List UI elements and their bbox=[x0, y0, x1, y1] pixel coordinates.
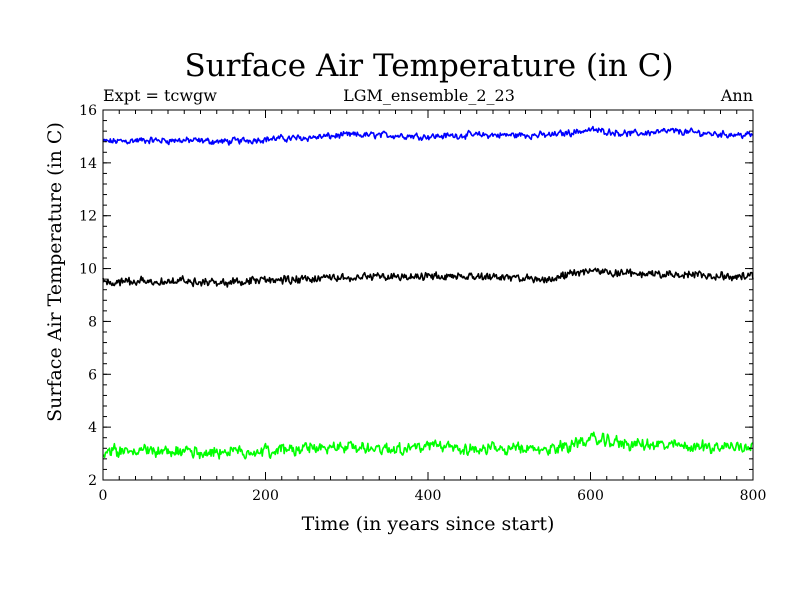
series-line-blue bbox=[102, 125, 754, 146]
y-tick-label: 6 bbox=[88, 367, 97, 383]
plot-frame bbox=[102, 109, 754, 481]
series-line-green bbox=[102, 431, 754, 460]
y-tick-label: 8 bbox=[88, 314, 97, 330]
subtitle-expt: Expt = tcwgw bbox=[103, 86, 217, 105]
ticks-layer: 0 200 400 600 800 2 4 6 8 10 12 14 16 bbox=[79, 103, 766, 504]
y-tick-label: 4 bbox=[88, 420, 97, 436]
chart-title: Surface Air Temperature (in C) bbox=[184, 48, 673, 84]
x-tick-label: 400 bbox=[415, 488, 442, 504]
x-tick-label: 200 bbox=[252, 488, 279, 504]
x-tick-label: 600 bbox=[577, 488, 604, 504]
y-tick-label: 16 bbox=[79, 103, 97, 119]
x-tick-label: 800 bbox=[740, 488, 767, 504]
y-tick-label: 14 bbox=[79, 156, 97, 172]
subtitle-ensemble: LGM_ensemble_2_23 bbox=[343, 86, 515, 105]
y-axis-label: Surface Air Temperature (in C) bbox=[44, 122, 66, 422]
y-tick-label: 10 bbox=[79, 262, 97, 278]
series-layer bbox=[102, 125, 754, 460]
x-axis-label: Time (in years since start) bbox=[302, 513, 555, 535]
series-line-black bbox=[102, 267, 754, 288]
y-tick-label: 12 bbox=[79, 209, 97, 225]
subtitle-season: Ann bbox=[720, 86, 753, 105]
x-tick-label: 0 bbox=[99, 488, 108, 504]
y-tick-label: 2 bbox=[88, 473, 97, 489]
